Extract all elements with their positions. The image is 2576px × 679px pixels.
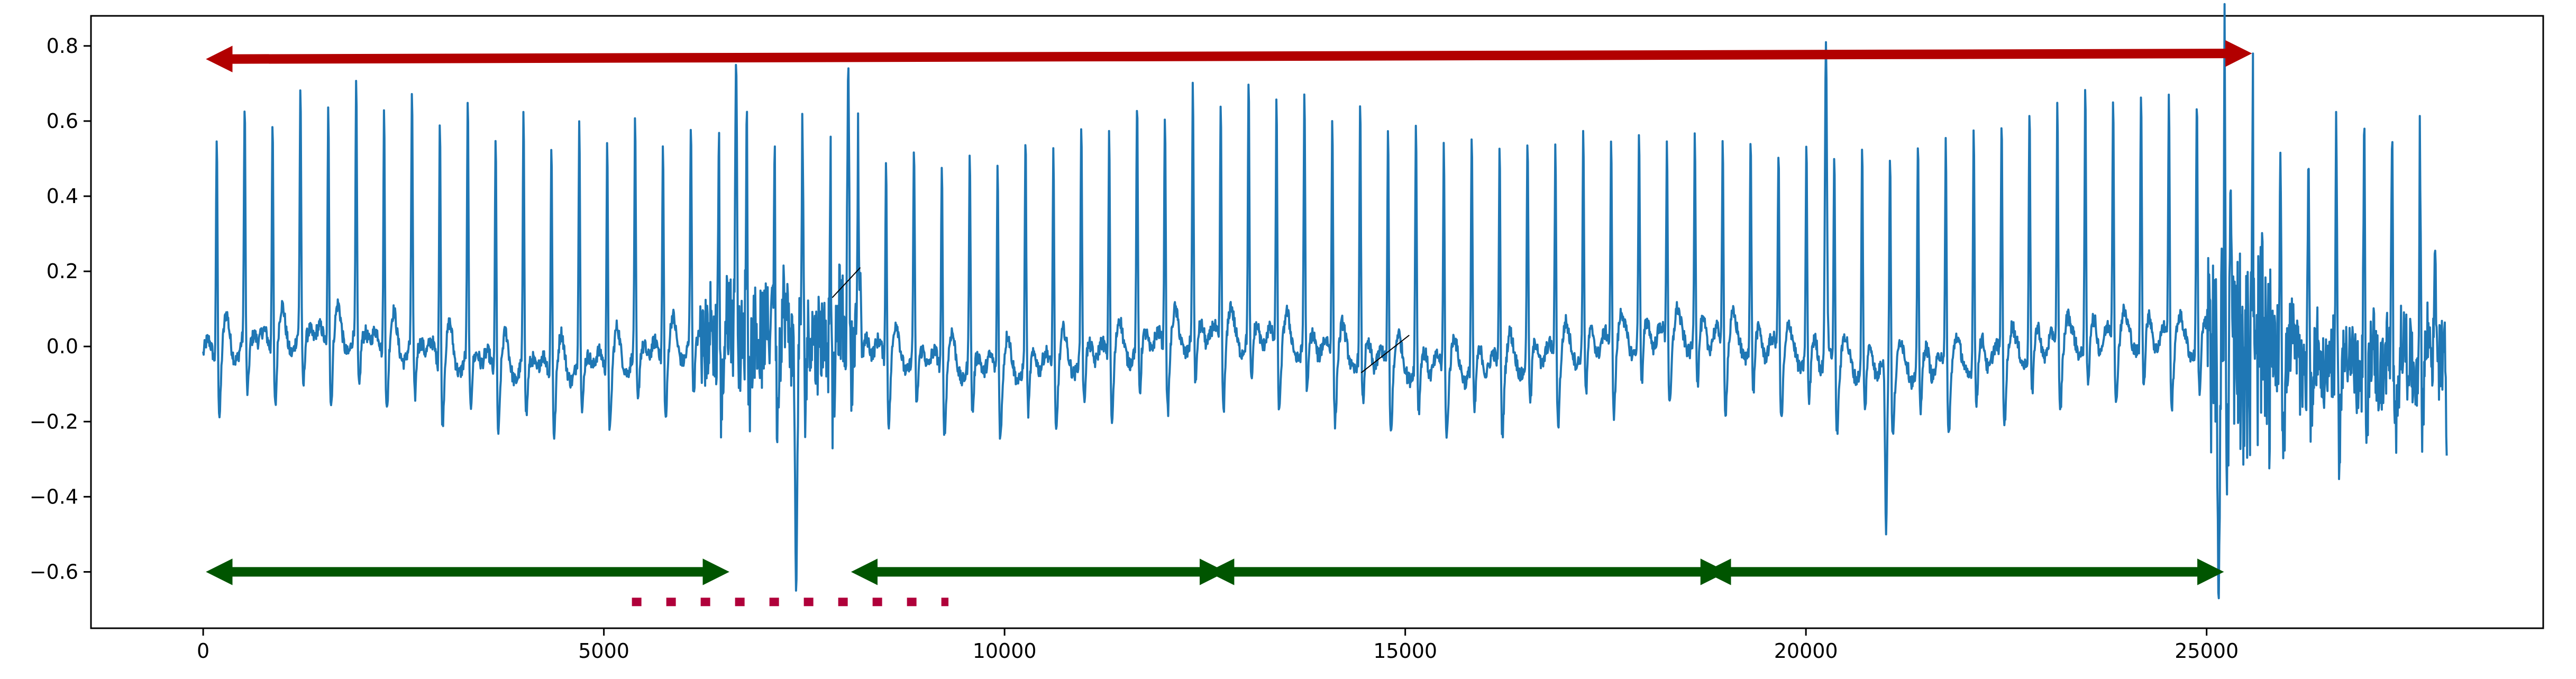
- axis-layer: 0 5000 10000 15000 20000 25000 −0.6 −0.4 −0.2 0.0…: [30, 34, 2239, 663]
- plot-frame: [90, 15, 2544, 629]
- y-tick-label: −0.2: [30, 410, 78, 433]
- x-tick-label: 15000: [1373, 639, 1437, 663]
- annotation-layer: [206, 40, 2252, 607]
- series-layer: [202, 3, 2448, 600]
- annotation-pointer-line: [832, 267, 861, 298]
- y-tick-label: 0.6: [47, 109, 78, 133]
- x-tick-label: 5000: [578, 639, 629, 663]
- y-tick-label: 0.2: [47, 260, 78, 283]
- ecg-series-line: [202, 3, 2448, 600]
- x-tick-label: 0: [197, 639, 209, 663]
- x-tick-label: 10000: [973, 639, 1037, 663]
- annotation-pointer-line: [1360, 335, 1410, 373]
- red-double-arrow: [206, 40, 2252, 72]
- y-tick-label: −0.6: [30, 560, 78, 583]
- y-tick-label: 0.0: [47, 335, 78, 358]
- x-tick-label: 20000: [1774, 639, 1838, 663]
- y-tick-label: 0.4: [47, 185, 78, 208]
- y-tick-label: 0.8: [47, 34, 78, 58]
- x-tick-label: 25000: [2175, 639, 2239, 663]
- y-tick-label: −0.4: [30, 485, 78, 508]
